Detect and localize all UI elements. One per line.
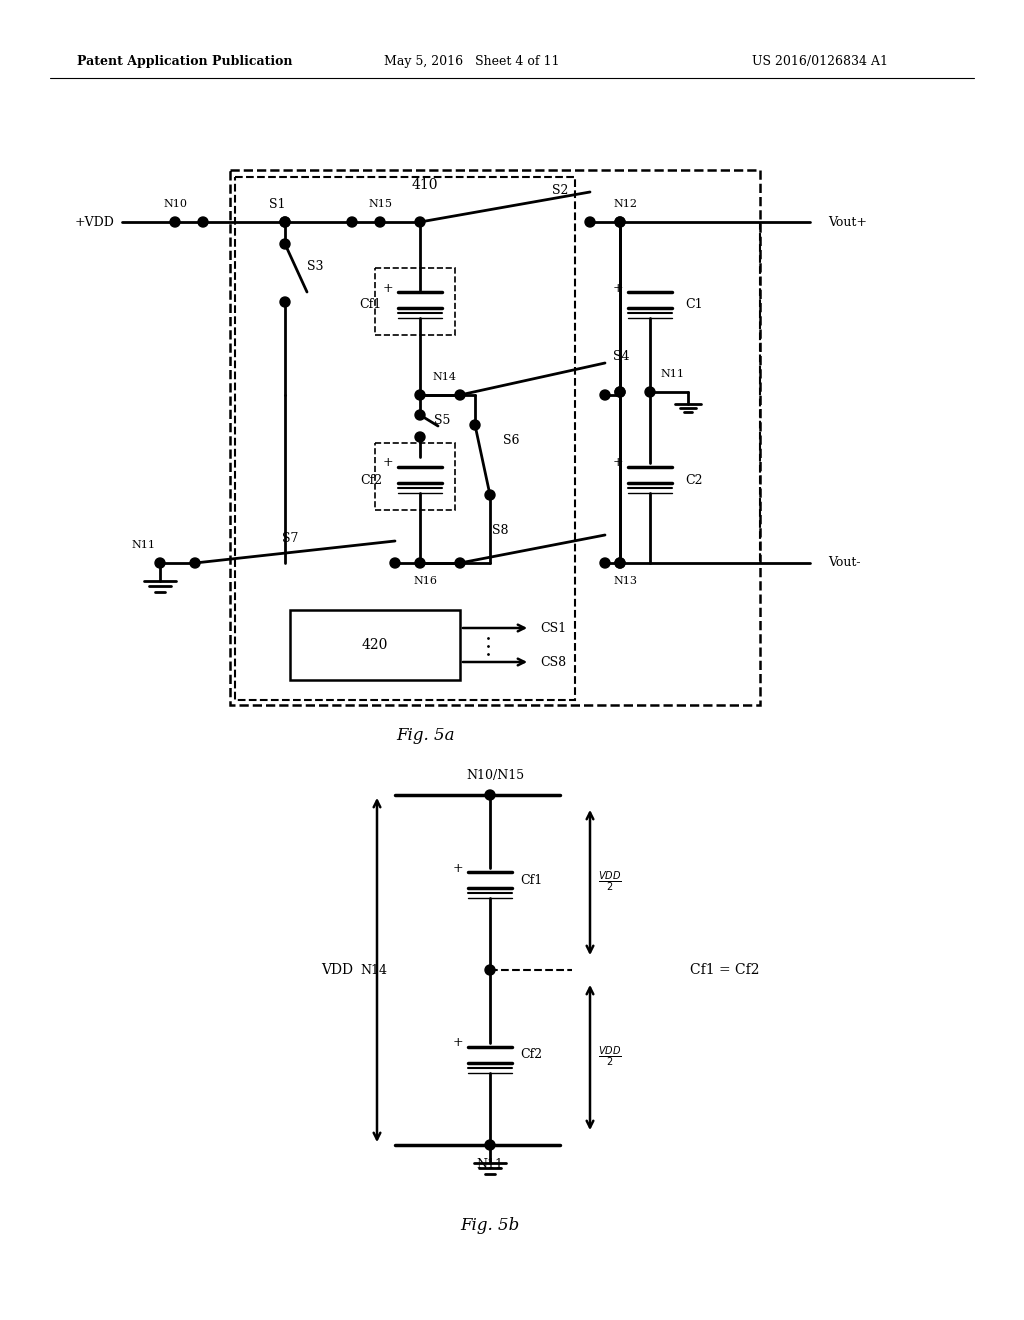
Circle shape [415,389,425,400]
Text: CS1: CS1 [540,622,566,635]
Circle shape [280,216,290,227]
Text: Cf2: Cf2 [359,474,382,487]
Text: +: + [383,457,393,470]
Text: 420: 420 [361,638,388,652]
Text: $\frac{VDD}{2}$: $\frac{VDD}{2}$ [598,870,622,894]
Circle shape [280,297,290,308]
Text: Vout-: Vout- [828,557,860,569]
Text: N14: N14 [360,964,387,977]
Circle shape [280,239,290,249]
Circle shape [615,558,625,568]
Text: 410: 410 [412,178,438,191]
Circle shape [390,558,400,568]
Circle shape [615,216,625,227]
Bar [375,268,455,335]
Circle shape [155,558,165,568]
Circle shape [415,411,425,420]
Circle shape [415,432,425,442]
Text: N10: N10 [163,199,187,209]
Text: CS8: CS8 [540,656,566,668]
Circle shape [585,216,595,227]
Text: Vout+: Vout+ [828,215,867,228]
Circle shape [485,1140,495,1150]
Circle shape [615,558,625,568]
Bar [230,170,760,705]
Text: +: + [383,281,393,294]
Text: +VDD: +VDD [75,215,115,228]
Text: S4: S4 [613,351,630,363]
Bar [375,444,455,510]
Text: S3: S3 [307,260,324,273]
Circle shape [375,216,385,227]
Text: Cf2: Cf2 [520,1048,542,1061]
Circle shape [347,216,357,227]
Text: S1: S1 [269,198,286,210]
Text: C1: C1 [685,298,702,312]
Circle shape [198,216,208,227]
Text: S2: S2 [552,183,568,197]
Text: Cf1: Cf1 [520,874,543,887]
Circle shape [470,420,480,430]
Circle shape [280,216,290,227]
Text: Patent Application Publication: Patent Application Publication [77,55,293,69]
Circle shape [455,389,465,400]
Text: +: + [453,1036,463,1049]
Circle shape [455,558,465,568]
Bar [290,610,460,680]
Text: N13: N13 [613,576,637,586]
Text: N16: N16 [413,576,437,586]
Circle shape [645,387,655,397]
Circle shape [485,789,495,800]
Circle shape [615,387,625,397]
Circle shape [190,558,200,568]
Text: N14: N14 [432,372,456,381]
Text: Fig. 5b: Fig. 5b [461,1217,519,1233]
Text: +: + [612,457,624,470]
Bar [234,177,575,700]
Text: +: + [453,862,463,874]
Text: May 5, 2016   Sheet 4 of 11: May 5, 2016 Sheet 4 of 11 [384,55,560,69]
Circle shape [615,387,625,397]
Circle shape [615,216,625,227]
Text: US 2016/0126834 A1: US 2016/0126834 A1 [752,55,888,69]
Text: S8: S8 [492,524,508,537]
Circle shape [485,965,495,975]
Circle shape [485,490,495,500]
Text: N11: N11 [660,370,684,379]
Circle shape [415,216,425,227]
Text: +: + [612,281,624,294]
Text: N12: N12 [613,199,637,209]
Text: Fig. 5a: Fig. 5a [395,726,455,743]
Circle shape [600,558,610,568]
Text: C2: C2 [685,474,702,487]
Text: VDD: VDD [321,964,353,977]
Text: N11: N11 [131,540,155,550]
Circle shape [415,558,425,568]
Text: N11: N11 [476,1159,504,1172]
Text: $\frac{VDD}{2}$: $\frac{VDD}{2}$ [598,1045,622,1069]
Text: N10/N15: N10/N15 [466,768,524,781]
Text: S5: S5 [434,414,451,428]
Circle shape [170,216,180,227]
Text: Cf1 = Cf2: Cf1 = Cf2 [690,964,760,977]
Circle shape [600,389,610,400]
Text: S6: S6 [503,433,519,446]
Text: N15: N15 [368,199,392,209]
Text: Cf1: Cf1 [359,298,382,312]
Text: S7: S7 [282,532,298,544]
